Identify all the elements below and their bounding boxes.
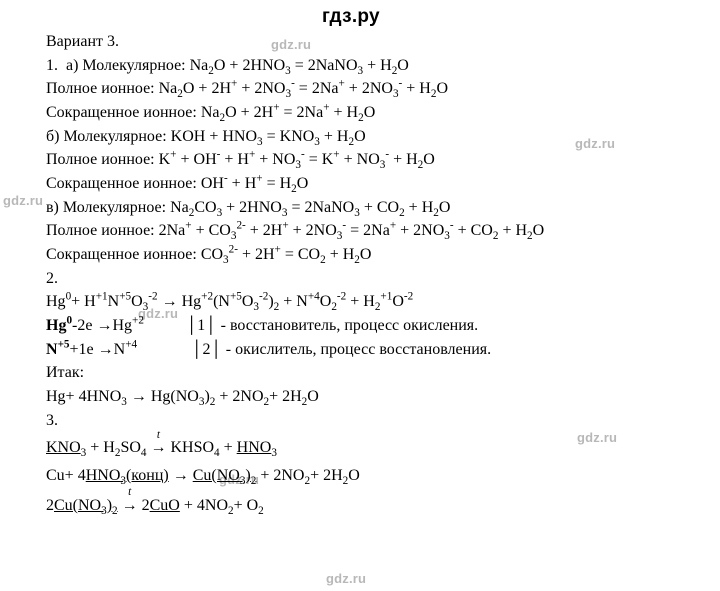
text-line: Вариант 3. [46, 30, 714, 54]
text-line: б) Молекулярное: KOH + HNO3 = KNO3 + H2O [46, 125, 714, 149]
text-line: Полное ионное: Na2O + 2H+ + 2NO3- = 2Na+… [46, 77, 714, 101]
text-line: Сокращенное ионное: CO32- + 2H+ = CO2 + … [46, 243, 714, 267]
text-line: 3. [46, 409, 714, 433]
text-line: Сокращенное ионное: OH- + H+ = H2O [46, 172, 714, 196]
text-line: 1. а) Молекулярное: Na2O + 2HNO3 = 2NaNO… [46, 54, 714, 78]
title-watermark: гдз.ру [322, 6, 380, 28]
text-line: Итак: [46, 361, 714, 385]
text-line: Сокращенное ионное: Na2O + 2H+ = 2Na+ + … [46, 101, 714, 125]
text-line: Полное ионное: 2Na+ + CO32- + 2H+ + 2NO3… [46, 219, 714, 243]
text-line: 2Cu(NO3)2 → 2CuO + 4NO2+ O2 [46, 494, 714, 518]
text-line: в) Молекулярное: Na2CO3 + 2HNO3 = 2NaNO3… [46, 196, 714, 220]
text-line: Полное ионное: K+ + OH- + H+ + NO3- = K+… [46, 148, 714, 172]
watermark: gdz.ru [326, 571, 366, 586]
text-line: Hg+ 4HNO3 → Hg(NO3)2 + 2NO2+ 2H2O [46, 385, 714, 409]
text-line: Hg0-2e →Hg+2│1│ - восстановитель, процес… [46, 314, 714, 338]
watermark: gdz.ru [3, 193, 43, 208]
text-line: Cu+ 4HNO3(конц) → Cu(NO3)2 + 2NO2+ 2H2O [46, 464, 714, 488]
text-line: KNO3 + H2SO4 → KHSO4 + HNO3 [46, 436, 714, 460]
text-line: 2. [46, 267, 714, 291]
text-line: Hg0+ H+1N+5O3-2 → Hg+2(N+5O3-2)2 + N+4O2… [46, 290, 714, 314]
document-body: Вариант 3. 1. а) Молекулярное: Na2O + 2H… [46, 30, 714, 517]
text-line: N+5+1e →N+4│2│ - окислитель, процесс вос… [46, 338, 714, 362]
